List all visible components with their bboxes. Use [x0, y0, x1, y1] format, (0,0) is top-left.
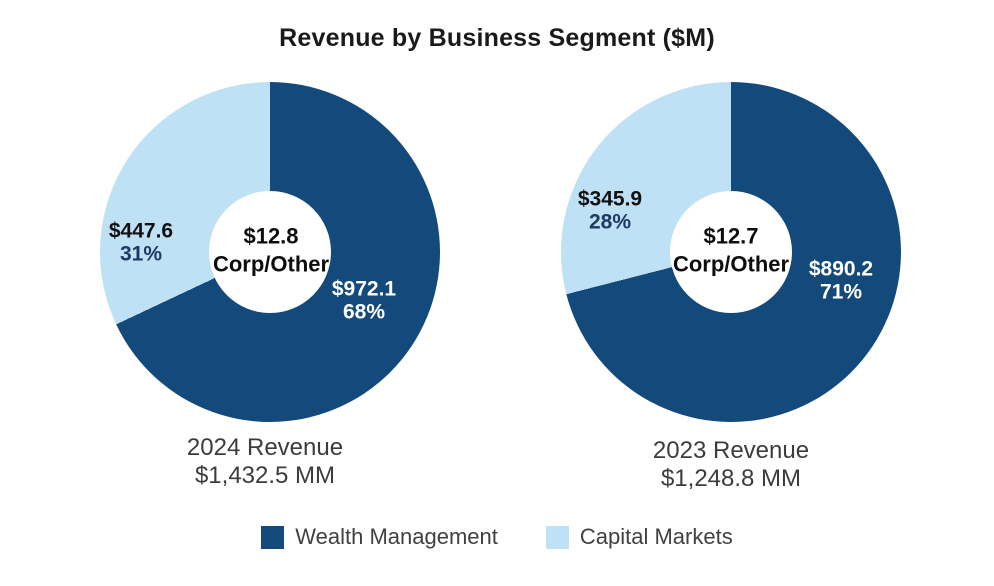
segment-value: $890.2 — [808, 257, 874, 281]
segment-value: $447.6 — [108, 219, 174, 243]
segment-label-wealth-management-2024: $972.1 68% — [332, 278, 396, 323]
donut-2023 — [561, 82, 901, 422]
donut-2024 — [100, 82, 440, 422]
center-value: $12.7 — [703, 223, 759, 249]
center-value: $12.8 — [243, 223, 299, 249]
legend-swatch-wealth-management — [261, 525, 285, 549]
caption-year-line: 2024 Revenue — [186, 434, 344, 461]
segment-label-capital-markets-2023: $345.9 28% — [578, 188, 642, 233]
caption-2024: 2024 Revenue $1,432.5 MM — [187, 434, 343, 490]
segment-percent: 28% — [588, 210, 632, 233]
center-name: Corp/Other — [212, 251, 330, 276]
center-name: Corp/Other — [672, 251, 790, 276]
segment-percent: 31% — [119, 242, 163, 265]
caption-total-line: $1,432.5 MM — [194, 462, 336, 489]
chart-title: Revenue by Business Segment ($M) — [279, 24, 715, 52]
legend-item-capital-markets: Capital Markets — [545, 524, 733, 550]
donut-2023-hole — [670, 191, 792, 313]
caption-2023: 2023 Revenue $1,248.8 MM — [653, 437, 809, 493]
center-label-2024: $12.8 Corp/Other — [213, 223, 329, 278]
caption-year-line: 2023 Revenue — [652, 437, 810, 464]
segment-value: $972.1 — [331, 277, 397, 301]
segment-percent: 68% — [342, 300, 386, 323]
segment-value: $345.9 — [577, 187, 643, 211]
segment-percent: 71% — [819, 280, 863, 303]
donut-2024-hole — [209, 191, 331, 313]
center-label-2023: $12.7 Corp/Other — [673, 223, 789, 278]
legend-item-wealth-management: Wealth Management — [261, 524, 498, 550]
segment-label-wealth-management-2023: $890.2 71% — [809, 258, 873, 303]
segment-label-capital-markets-2024: $447.6 31% — [109, 220, 173, 265]
legend: Wealth Management Capital Markets — [0, 524, 994, 550]
caption-total-line: $1,248.8 MM — [660, 465, 802, 492]
legend-label: Capital Markets — [579, 524, 733, 549]
legend-swatch-capital-markets — [545, 525, 569, 549]
legend-label: Wealth Management — [295, 524, 498, 549]
